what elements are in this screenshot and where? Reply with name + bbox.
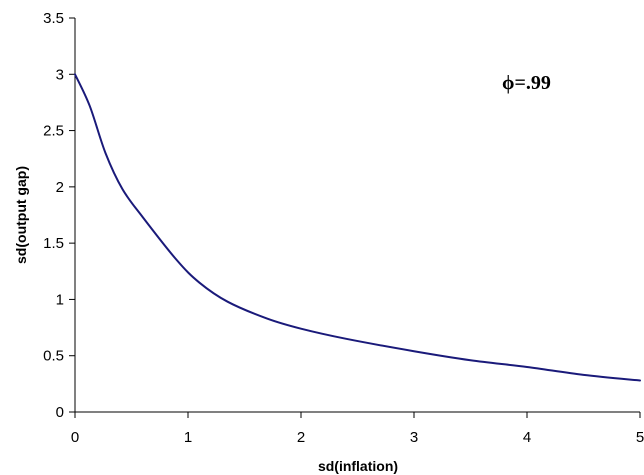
y-tick-label: 3 (56, 66, 64, 83)
x-tick-label: 1 (184, 429, 192, 446)
y-tick-label: 3.5 (43, 10, 64, 27)
y-tick-label: 0.5 (43, 348, 64, 365)
x-tick-label: 5 (636, 429, 644, 446)
series-layer (74, 73, 641, 382)
axes (74, 18, 640, 413)
y-tick-label: 2 (56, 179, 64, 196)
x-tick-label: 2 (297, 429, 305, 446)
y-axis-title: sd(output gap) (13, 166, 29, 264)
series-line (74, 73, 641, 382)
x-tick-label: 0 (71, 429, 79, 446)
phi-annotation: ϕ=.99 (502, 72, 551, 94)
x-tick-label: 4 (523, 429, 531, 446)
y-tick-label: 2.5 (43, 123, 64, 140)
y-ticks: 0 0.5 1 1.5 2 2.5 3 3.5 (43, 10, 75, 421)
x-axis-title: sd(inflation) (318, 458, 398, 474)
y-tick-label: 1.5 (43, 235, 64, 252)
y-tick-label: 1 (56, 291, 64, 308)
y-tick-label: 0 (56, 404, 64, 421)
x-tick-label: 3 (410, 429, 418, 446)
x-ticks: 0 1 2 3 4 5 (71, 412, 644, 446)
